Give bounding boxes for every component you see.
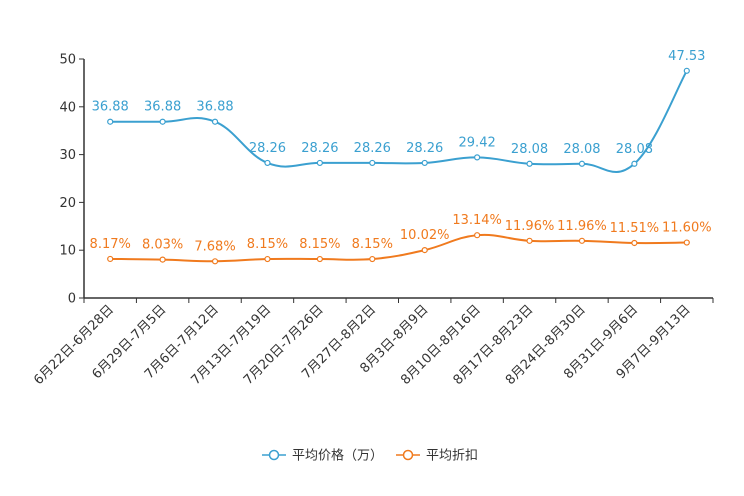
legend-label-2: 平均折扣 — [426, 449, 478, 464]
data-point — [211, 118, 219, 125]
legend-marker-1 — [268, 449, 280, 461]
data-label: 28.08 — [563, 142, 600, 157]
data-label: 28.08 — [511, 142, 548, 157]
legend: 平均价格（万） 平均折扣 — [262, 448, 478, 464]
data-point — [316, 255, 323, 263]
data-label: 28.26 — [301, 141, 338, 156]
data-point — [683, 67, 690, 74]
data-point — [369, 159, 376, 167]
data-label: 47.53 — [668, 49, 705, 64]
data-label: 28.26 — [354, 141, 391, 156]
y-tick-label: 10 — [59, 244, 76, 259]
data-label: 36.88 — [196, 100, 233, 115]
y-tick-label: 50 — [59, 53, 76, 68]
data-label: 8.15% — [299, 237, 340, 252]
data-point — [526, 160, 533, 167]
data-label: 7.68% — [194, 239, 235, 254]
data-label: 13.14% — [452, 213, 502, 228]
data-point — [421, 159, 428, 167]
series-line-1 — [110, 70, 688, 174]
data-labels: 36.88 36.88 36.88 28.26 28.26 28.26 28.26 29.42… — [90, 49, 712, 254]
y-tick-label: 30 — [59, 148, 76, 163]
data-point — [631, 160, 638, 167]
data-point — [631, 239, 638, 247]
data-point — [683, 239, 690, 246]
data-label: 8.15% — [352, 237, 393, 252]
legend-marker-2 — [402, 449, 414, 461]
data-label: 28.26 — [406, 141, 443, 156]
data-label: 36.88 — [144, 100, 181, 115]
data-label: 28.26 — [249, 141, 286, 156]
y-axis: 0 10 20 30 40 50 — [59, 53, 85, 307]
data-point — [264, 255, 271, 263]
data-point — [369, 255, 376, 263]
data-point — [211, 258, 219, 265]
data-label: 11.51% — [610, 221, 660, 236]
y-tick-label: 20 — [59, 196, 76, 211]
series-line-2 — [110, 233, 687, 263]
y-tick-label: 0 — [68, 292, 76, 307]
data-label: 11.60% — [662, 221, 712, 236]
data-point — [107, 255, 114, 263]
data-label: 11.96% — [557, 219, 607, 234]
data-label: 8.15% — [247, 237, 288, 252]
data-label: 8.17% — [90, 237, 131, 252]
data-point — [474, 232, 481, 239]
data-point — [316, 159, 323, 167]
y-tick-label: 40 — [59, 100, 76, 115]
data-point — [159, 256, 166, 263]
data-point — [421, 247, 428, 254]
data-point — [578, 237, 586, 244]
data-point — [474, 154, 481, 161]
series-lines — [107, 67, 690, 265]
data-label: 28.08 — [616, 142, 653, 157]
data-label: 29.42 — [459, 135, 496, 150]
data-label: 36.88 — [92, 100, 129, 115]
data-label: 11.96% — [505, 219, 555, 234]
data-label: 10.02% — [400, 228, 450, 243]
data-label: 8.03% — [142, 238, 183, 253]
data-point — [107, 118, 114, 125]
data-point — [264, 159, 271, 167]
x-axis: 6月22日-6月28日6月29日-7月5日7月6日-7月12日7月13日-7月1… — [31, 297, 714, 388]
legend-label-1: 平均价格（万） — [292, 448, 383, 464]
data-point — [159, 118, 166, 125]
data-point — [526, 237, 533, 244]
data-point — [578, 160, 586, 167]
